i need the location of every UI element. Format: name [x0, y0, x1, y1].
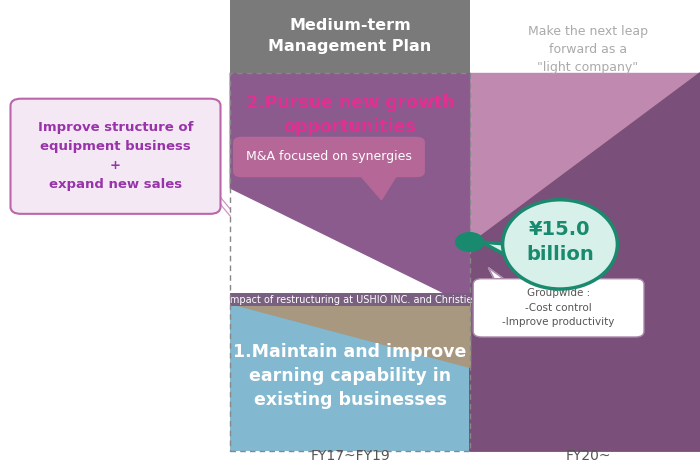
Bar	[230, 0, 470, 73]
Polygon shape	[230, 73, 470, 306]
Bar	[230, 73, 470, 451]
Text: ¥15.0
billion: ¥15.0 billion	[526, 220, 594, 264]
Text: Medium-term
Management Plan: Medium-term Management Plan	[268, 18, 432, 55]
Polygon shape	[470, 73, 700, 451]
Text: Make the next leap
forward as a
"light company": Make the next leap forward as a "light c…	[528, 25, 648, 74]
Bar	[470, 244, 700, 451]
FancyBboxPatch shape	[473, 279, 644, 337]
Polygon shape	[489, 268, 511, 284]
FancyBboxPatch shape	[10, 99, 220, 214]
Circle shape	[456, 233, 484, 251]
Text: M&A focused on synergies: M&A focused on synergies	[246, 150, 412, 164]
Text: Groupwide :
-Cost control
-Improve productivity: Groupwide : -Cost control -Improve produ…	[503, 289, 615, 327]
Polygon shape	[357, 172, 399, 200]
Polygon shape	[230, 303, 470, 367]
Polygon shape	[482, 242, 511, 256]
Text: Impact of restructuring at USHIO INC. and Christie: Impact of restructuring at USHIO INC. an…	[228, 295, 472, 305]
FancyBboxPatch shape	[233, 137, 425, 177]
Polygon shape	[230, 73, 470, 244]
Bar	[230, 303, 470, 451]
Bar	[230, 293, 470, 306]
Text: FY20~: FY20~	[566, 449, 610, 463]
Text: 2.Pursue new growth
opportunities: 2.Pursue new growth opportunities	[246, 94, 454, 136]
Text: 1.Maintain and improve
earning capability in
existing businesses: 1.Maintain and improve earning capabilit…	[233, 344, 467, 408]
Polygon shape	[470, 73, 700, 244]
Ellipse shape	[503, 200, 617, 289]
Text: FY17~FY19: FY17~FY19	[310, 449, 390, 463]
Text: Improve structure of
equipment business
+
expand new sales: Improve structure of equipment business …	[38, 121, 193, 191]
